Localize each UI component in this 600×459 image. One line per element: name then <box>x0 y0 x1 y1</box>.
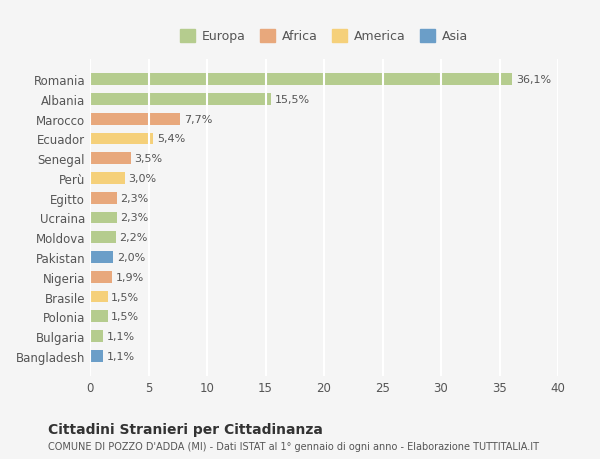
Text: 2,0%: 2,0% <box>117 252 145 263</box>
Bar <box>90 252 113 263</box>
Bar <box>90 133 153 145</box>
Text: 7,7%: 7,7% <box>184 114 212 124</box>
Bar <box>90 291 107 303</box>
Legend: Europa, Africa, America, Asia: Europa, Africa, America, Asia <box>175 25 473 48</box>
Text: 5,4%: 5,4% <box>157 134 185 144</box>
Text: 15,5%: 15,5% <box>275 95 310 105</box>
Text: 2,3%: 2,3% <box>121 193 149 203</box>
Text: 1,5%: 1,5% <box>111 312 139 322</box>
Bar <box>90 271 112 283</box>
Text: 36,1%: 36,1% <box>516 75 551 85</box>
Text: 2,3%: 2,3% <box>121 213 149 223</box>
Text: COMUNE DI POZZO D'ADDA (MI) - Dati ISTAT al 1° gennaio di ogni anno - Elaborazio: COMUNE DI POZZO D'ADDA (MI) - Dati ISTAT… <box>48 441 539 451</box>
Bar <box>90 173 125 185</box>
Bar <box>90 350 103 362</box>
Text: 3,5%: 3,5% <box>134 154 163 164</box>
Text: Cittadini Stranieri per Cittadinanza: Cittadini Stranieri per Cittadinanza <box>48 422 323 436</box>
Bar <box>90 330 103 342</box>
Text: 1,1%: 1,1% <box>106 331 134 341</box>
Bar <box>90 311 107 323</box>
Bar <box>90 153 131 165</box>
Bar <box>90 212 117 224</box>
Text: 1,1%: 1,1% <box>106 351 134 361</box>
Text: 3,0%: 3,0% <box>128 174 157 184</box>
Text: 1,9%: 1,9% <box>116 272 144 282</box>
Bar <box>90 74 512 86</box>
Text: 1,5%: 1,5% <box>111 292 139 302</box>
Bar <box>90 192 117 204</box>
Bar <box>90 113 180 125</box>
Bar <box>90 94 271 106</box>
Text: 2,2%: 2,2% <box>119 233 148 243</box>
Bar <box>90 232 116 244</box>
